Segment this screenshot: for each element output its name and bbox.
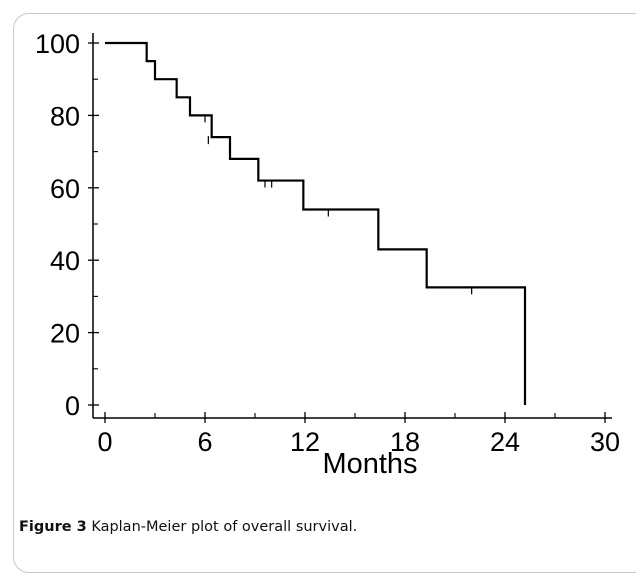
x-tick-label: 24 <box>490 427 520 457</box>
axis-ticks <box>88 42 606 423</box>
survival-curve <box>105 41 527 405</box>
x-tick-label: 18 <box>390 427 420 457</box>
y-tick-label: 60 <box>50 174 80 204</box>
x-axis-title: Months <box>322 448 417 480</box>
km-chart: 0 20 40 60 80 100 0 6 12 18 24 30 Months <box>35 29 620 480</box>
figure-frame <box>13 13 636 573</box>
y-tick-label: 100 <box>35 29 80 59</box>
x-tick-label: 30 <box>590 427 620 457</box>
y-tick-label: 40 <box>50 246 80 276</box>
y-tick-label: 20 <box>50 319 80 349</box>
figure-caption: Figure 3 Kaplan-Meier plot of overall su… <box>19 519 357 535</box>
survival-series <box>105 41 527 405</box>
tick-labels: 0 20 40 60 80 100 0 6 12 18 24 30 <box>35 29 620 457</box>
x-tick-label: 6 <box>197 427 212 457</box>
caption-label: Figure 3 <box>19 519 87 535</box>
x-tick-label: 12 <box>290 427 320 457</box>
y-tick-label: 0 <box>65 391 80 421</box>
axes <box>92 33 612 419</box>
y-tick-label: 80 <box>50 101 80 131</box>
caption-text: Kaplan-Meier plot of overall survival. <box>91 519 358 535</box>
x-tick-label: 0 <box>97 427 112 457</box>
